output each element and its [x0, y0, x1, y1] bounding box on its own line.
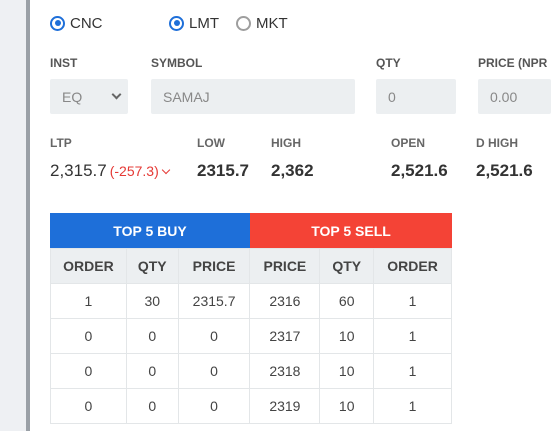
table-row[interactable]: 1 30 2315.7 2316 60 1: [50, 283, 452, 319]
sell-price-cell: 2317: [249, 318, 321, 354]
qty-label: QTY: [376, 56, 401, 70]
radio-lmt[interactable]: LMT: [169, 12, 219, 34]
depth-header: TOP 5 BUY TOP 5 SELL: [50, 213, 452, 248]
open-value: 2,521.6: [391, 161, 448, 180]
buy-qty-cell: 30: [125, 283, 179, 319]
depth-table: ORDER QTY PRICE PRICE QTY ORDER 1 30 231…: [50, 248, 452, 424]
sell-price-cell: 2319: [249, 388, 321, 424]
sell-order-cell: 1: [373, 283, 452, 319]
order-panel: CNC LMT MKT INST SYMBOL QTY PRICE (NPR E…: [30, 0, 551, 431]
radio-mkt-label: MKT: [256, 14, 288, 32]
sell-order-cell: 1: [373, 353, 452, 389]
buy-order-cell: 1: [50, 283, 127, 319]
qty-input[interactable]: 0: [376, 79, 456, 114]
inst-label: INST: [50, 56, 78, 70]
buy-price-cell: 2315.7: [177, 283, 251, 319]
col-buy-qty: QTY: [125, 248, 179, 284]
buy-order-cell: 0: [50, 353, 127, 389]
buy-order-cell: 0: [50, 318, 127, 354]
top-sell-header: TOP 5 SELL: [250, 213, 452, 248]
sell-order-cell: 1: [373, 318, 452, 354]
col-buy-order: ORDER: [50, 248, 127, 284]
high-label: HIGH: [271, 136, 301, 150]
symbol-input[interactable]: SAMAJ: [151, 79, 355, 114]
col-buy-price: PRICE: [177, 248, 251, 284]
open-label: OPEN: [391, 136, 426, 150]
sell-price-cell: 2316: [249, 283, 321, 319]
sell-order-cell: 1: [373, 388, 452, 424]
panel-divider: [26, 0, 30, 431]
ltp-label: LTP: [50, 136, 72, 150]
sell-qty-cell: 60: [319, 283, 375, 319]
table-row[interactable]: 0 0 0 2318 10 1: [50, 353, 452, 389]
dhigh-value: 2,521.6: [476, 161, 533, 180]
symbol-input-value: SAMAJ: [163, 88, 210, 105]
left-rail: [0, 0, 30, 431]
low-value: 2315.7: [197, 161, 249, 180]
buy-price-cell: 0: [177, 353, 251, 389]
buy-qty-cell: 0: [125, 318, 179, 354]
qty-input-value: 0: [388, 88, 396, 105]
low-label: LOW: [197, 136, 225, 150]
price-label: PRICE (NPR: [478, 56, 548, 70]
chevron-down-icon: [161, 165, 171, 175]
sell-qty-cell: 10: [319, 318, 375, 354]
ltp-value: 2,315.7 (-257.3): [50, 161, 171, 181]
sell-qty-cell: 10: [319, 388, 375, 424]
buy-order-cell: 0: [50, 388, 127, 424]
price-input-value: 0.00: [490, 88, 518, 105]
radio-cnc[interactable]: CNC: [50, 12, 103, 34]
table-row[interactable]: 0 0 0 2319 10 1: [50, 388, 452, 424]
ltp-change: (-257.3): [109, 163, 159, 179]
radio-unchecked-icon: [236, 15, 251, 31]
buy-price-cell: 0: [177, 388, 251, 424]
col-sell-qty: QTY: [319, 248, 375, 284]
order-mode-radios: CNC LMT MKT: [30, 12, 551, 34]
buy-qty-cell: 0: [125, 388, 179, 424]
table-row[interactable]: 0 0 0 2317 10 1: [50, 318, 452, 354]
ltp-price: 2,315.7: [50, 161, 107, 180]
col-sell-price: PRICE: [249, 248, 321, 284]
symbol-label: SYMBOL: [151, 56, 203, 70]
radio-checked-icon: [169, 15, 184, 31]
inst-select[interactable]: EQ: [50, 79, 128, 114]
radio-lmt-label: LMT: [189, 14, 219, 32]
high-value: 2,362: [271, 161, 314, 180]
radio-cnc-label: CNC: [70, 14, 103, 32]
inst-select-value: EQ: [62, 88, 83, 105]
sell-price-cell: 2318: [249, 353, 321, 389]
dhigh-label: D HIGH: [476, 136, 518, 150]
depth-column-headers: ORDER QTY PRICE PRICE QTY ORDER: [50, 248, 452, 284]
radio-mkt[interactable]: MKT: [236, 12, 288, 34]
price-input[interactable]: 0.00: [478, 79, 551, 114]
market-depth: TOP 5 BUY TOP 5 SELL ORDER QTY PRICE PRI…: [50, 213, 452, 424]
top-buy-header: TOP 5 BUY: [50, 213, 250, 248]
buy-price-cell: 0: [177, 318, 251, 354]
radio-checked-icon: [50, 15, 65, 31]
sell-qty-cell: 10: [319, 353, 375, 389]
chevron-down-icon: [111, 89, 122, 100]
buy-qty-cell: 0: [125, 353, 179, 389]
col-sell-order: ORDER: [373, 248, 452, 284]
